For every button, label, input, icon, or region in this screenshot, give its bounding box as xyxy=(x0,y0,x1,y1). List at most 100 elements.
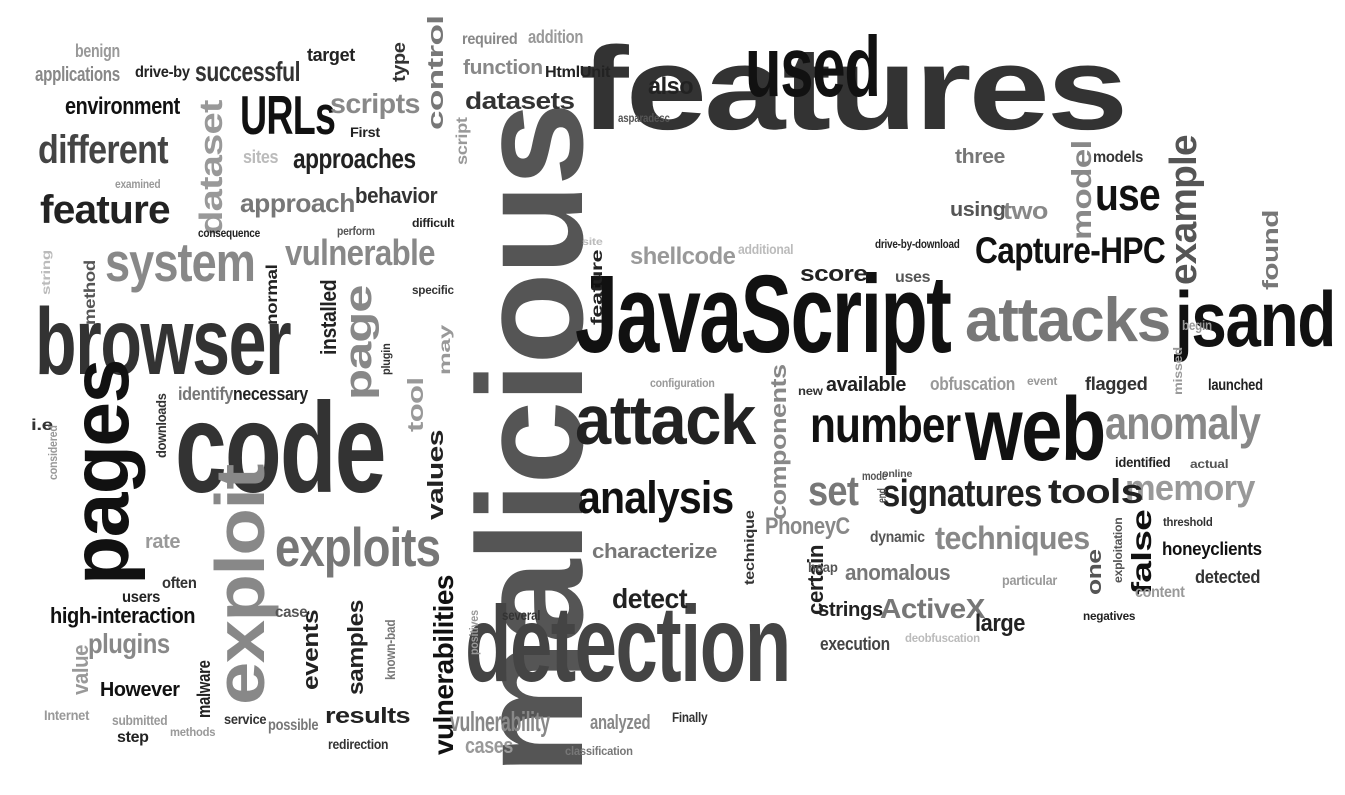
word-end: end xyxy=(875,488,889,503)
word-also: also xyxy=(648,73,694,100)
word-methods: methods xyxy=(170,725,216,739)
word-begin: begin xyxy=(1182,317,1212,333)
word-users: users xyxy=(122,589,161,606)
word-found: found xyxy=(1258,210,1283,290)
word-dataset: dataset xyxy=(193,100,229,235)
word-pages: pages xyxy=(55,360,146,585)
word-possible: possible xyxy=(268,717,319,734)
word-feature: feature xyxy=(40,188,171,232)
word-scripts: scripts xyxy=(330,88,420,119)
word-uses: uses xyxy=(895,269,931,286)
word-exploit: exploit xyxy=(201,465,279,705)
word-event: event xyxy=(1027,374,1058,388)
word-actual: actual xyxy=(1190,457,1229,471)
word-components: components xyxy=(766,364,791,520)
word-target: target xyxy=(307,45,355,65)
word-false: false xyxy=(1126,509,1157,595)
word-identify: identify xyxy=(178,384,234,404)
word-activex: ActiveX xyxy=(880,593,985,624)
word-available: available xyxy=(826,374,906,396)
word-used: used xyxy=(745,20,881,115)
word-obfuscation: obfuscation xyxy=(930,374,1016,394)
word-web: web xyxy=(965,380,1106,480)
word-necessary: necessary xyxy=(233,384,308,404)
word-browser: browser xyxy=(35,289,292,395)
word-page: page xyxy=(338,285,380,400)
word-vulnerability: vulnerability xyxy=(450,706,550,737)
word-cases: cases xyxy=(465,733,513,758)
word-shellcode: shellcode xyxy=(630,243,736,270)
word-technique: technique xyxy=(741,510,757,585)
word-large: large xyxy=(975,610,1025,637)
word-classification: classification xyxy=(565,744,633,758)
word-specific: specific xyxy=(412,283,454,297)
word-method: method xyxy=(82,260,99,325)
word-missed: missed xyxy=(1171,347,1185,395)
word-capture-hpc: Capture-HPC xyxy=(975,230,1166,271)
word-several: several xyxy=(502,607,541,623)
word-honeyclients: honeyclients xyxy=(1162,539,1262,559)
word-attack: attack xyxy=(575,381,756,459)
word-results: results xyxy=(325,703,411,728)
word-examined: examined xyxy=(115,177,161,191)
word-perform: perform xyxy=(337,224,375,238)
word-particular: particular xyxy=(1002,572,1057,588)
word-known-bad: known-bad xyxy=(382,619,398,680)
word-deobfuscation: deobfuscation xyxy=(905,631,980,645)
word-high-interaction: high-interaction xyxy=(50,603,196,628)
word-using: using xyxy=(950,199,1006,221)
word-javascript: JavaScript xyxy=(575,253,952,376)
word-launched: launched xyxy=(1208,377,1263,394)
word-memory: memory xyxy=(1125,467,1255,508)
word-drive-by: drive-by xyxy=(135,64,190,81)
word-tools: tools xyxy=(1048,473,1144,511)
word-drive-by-download: drive-by-download xyxy=(875,237,960,251)
word-number: number xyxy=(810,397,961,453)
word-script: script xyxy=(454,117,471,165)
word-positives: positives xyxy=(467,610,481,655)
word-function: function xyxy=(463,57,543,79)
word-consequence: consequence xyxy=(198,226,261,240)
word-new: new xyxy=(798,384,823,398)
word-dynamic: dynamic xyxy=(870,529,925,546)
word-often: often xyxy=(162,575,197,592)
word-events: events xyxy=(298,609,323,690)
word-phoneyc: PhoneyC xyxy=(765,513,850,540)
word-htmlunit: HtmlUnit xyxy=(545,64,611,81)
word-identified: identified xyxy=(1115,454,1171,470)
word-required: required xyxy=(462,31,518,48)
word-feature: feature xyxy=(589,249,606,325)
word-successful: successful xyxy=(195,56,301,87)
word-may: may xyxy=(437,325,454,375)
word-behavior: behavior xyxy=(355,183,438,208)
word-jsand: jsand xyxy=(1175,275,1336,363)
word-asparadesc: asparadesc xyxy=(618,111,670,125)
word-additional: additional xyxy=(738,241,794,257)
word-approach: approach xyxy=(240,188,355,218)
word-value: value xyxy=(68,644,93,695)
word-plugins: plugins xyxy=(88,628,170,659)
word-finally: Finally xyxy=(672,709,708,725)
word-redirection: redirection xyxy=(328,736,389,752)
word-exploitation: exploitation xyxy=(1111,517,1125,583)
word-difficult: difficult xyxy=(412,216,455,230)
word-analysis: analysis xyxy=(578,472,734,523)
word-samples: samples xyxy=(343,600,368,695)
word-detection: detection xyxy=(465,583,791,704)
word-techniques: techniques xyxy=(935,520,1090,556)
word-malware: malware xyxy=(194,660,214,718)
word-case: case xyxy=(275,604,308,621)
word-strings: strings xyxy=(818,599,883,621)
word-models: models xyxy=(1093,149,1144,166)
word-characterize: characterize xyxy=(592,541,717,563)
word-one: one xyxy=(1084,549,1106,595)
word-downloads: downloads xyxy=(153,393,169,458)
word-model: model xyxy=(1066,140,1097,240)
word-set: set xyxy=(808,467,859,514)
word-two: two xyxy=(1003,198,1048,225)
word-i-e: i.e xyxy=(31,417,53,434)
word-anomaly: anomaly xyxy=(1105,397,1261,449)
word-negatives: negatives xyxy=(1083,609,1136,623)
word-service: service xyxy=(224,711,267,727)
